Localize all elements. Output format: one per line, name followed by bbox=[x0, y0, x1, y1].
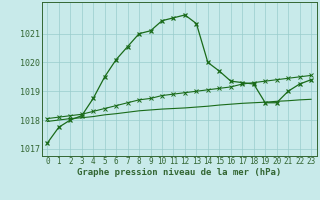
X-axis label: Graphe pression niveau de la mer (hPa): Graphe pression niveau de la mer (hPa) bbox=[77, 168, 281, 177]
